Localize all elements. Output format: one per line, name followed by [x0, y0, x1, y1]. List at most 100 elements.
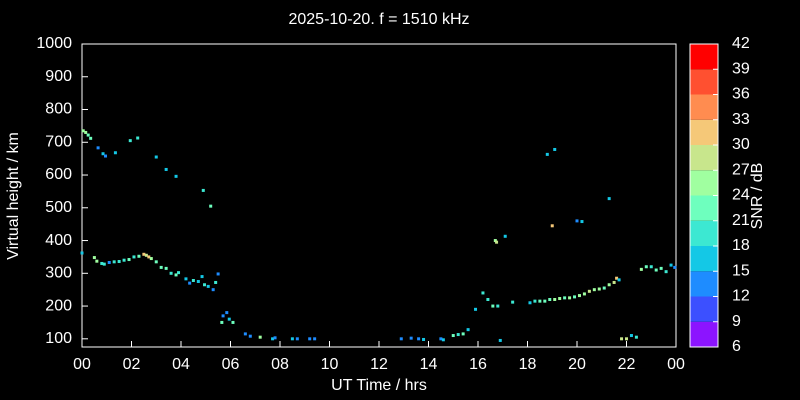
colorbar-band: [690, 44, 718, 70]
point: [225, 311, 229, 315]
point: [132, 255, 136, 259]
point: [81, 129, 85, 133]
colorbar-tick-label: 24: [732, 187, 750, 204]
point: [664, 270, 668, 274]
point: [669, 263, 673, 267]
x-tick-label: 12: [370, 356, 388, 373]
point: [577, 294, 581, 298]
colorbar-tick-label: 36: [732, 86, 750, 103]
point: [496, 304, 500, 308]
point: [543, 299, 547, 303]
colorbar-band: [690, 296, 718, 322]
point: [147, 255, 151, 259]
point: [107, 260, 111, 264]
point: [659, 266, 663, 270]
point: [528, 301, 532, 305]
colorbar-tick-label: 33: [732, 111, 750, 128]
point: [558, 297, 562, 301]
colorbar-band: [690, 145, 718, 171]
x-tick-label: 00: [73, 356, 91, 373]
colorbar-band: [690, 271, 718, 297]
point: [154, 260, 158, 264]
x-tick-label: 06: [222, 356, 240, 373]
point: [84, 130, 88, 134]
point: [456, 333, 460, 337]
point: [308, 337, 312, 341]
point: [290, 337, 294, 341]
point: [154, 155, 158, 159]
point: [209, 204, 213, 208]
point: [86, 133, 90, 137]
plot-frame: [81, 43, 677, 348]
colorbar-band: [690, 246, 718, 272]
point: [258, 335, 262, 339]
point: [548, 298, 552, 302]
colorbar-tick-label: 9: [732, 313, 741, 330]
point: [92, 256, 96, 260]
y-axis-label: Virtual height / km: [5, 132, 22, 260]
point: [639, 267, 643, 271]
point: [439, 337, 443, 341]
point: [137, 254, 141, 258]
point: [612, 280, 616, 284]
point: [550, 224, 554, 228]
point: [248, 334, 252, 338]
colorbar-band: [690, 119, 718, 145]
point: [101, 152, 105, 156]
y-tick-label: 800: [45, 101, 72, 118]
point: [220, 320, 224, 324]
point: [271, 337, 275, 341]
point: [575, 219, 579, 223]
point: [592, 288, 596, 292]
point: [644, 265, 648, 269]
y-tick-label: 600: [45, 166, 72, 183]
point: [654, 268, 658, 272]
point: [184, 277, 188, 281]
y-tick-label: 900: [45, 68, 72, 85]
colorbar-tick-label: 30: [732, 136, 750, 153]
point: [580, 220, 584, 224]
point: [112, 260, 116, 264]
point: [568, 296, 572, 300]
point: [563, 296, 567, 300]
point: [466, 328, 470, 332]
chart-title: 2025-10-20. f = 1510 kHz: [288, 11, 469, 28]
point: [95, 259, 99, 263]
point: [136, 136, 140, 140]
point: [100, 261, 104, 265]
y-tick-label: 400: [45, 232, 72, 249]
point: [553, 147, 557, 151]
point: [169, 271, 173, 275]
y-tick-label: 1000: [36, 35, 72, 52]
x-tick-label: 04: [172, 356, 190, 373]
point: [216, 272, 220, 276]
point: [104, 154, 108, 158]
point: [113, 151, 117, 155]
point: [441, 338, 445, 342]
point: [587, 289, 591, 293]
point: [607, 197, 611, 201]
colorbar-tick-label: 18: [732, 237, 750, 254]
colorbar-tick-label: 21: [732, 212, 750, 229]
x-axis-label: UT Time / hrs: [331, 377, 427, 394]
y-tick-label: 200: [45, 297, 72, 314]
x-tick-label: 20: [568, 356, 586, 373]
point: [503, 234, 507, 238]
point: [313, 337, 317, 341]
colorbar-tick-label: 12: [732, 288, 750, 305]
x-tick-label: 14: [420, 356, 438, 373]
point: [149, 257, 153, 261]
colorbar-tick-label: 6: [732, 338, 741, 355]
point: [200, 275, 204, 279]
point: [122, 258, 126, 262]
point: [615, 276, 619, 280]
x-tick-label: 22: [618, 356, 636, 373]
point: [221, 314, 225, 318]
colorbar-band: [690, 220, 718, 246]
x-tick-label: 00: [667, 356, 685, 373]
point: [673, 265, 677, 269]
point: [196, 279, 200, 283]
point: [597, 287, 601, 291]
point: [243, 332, 247, 336]
